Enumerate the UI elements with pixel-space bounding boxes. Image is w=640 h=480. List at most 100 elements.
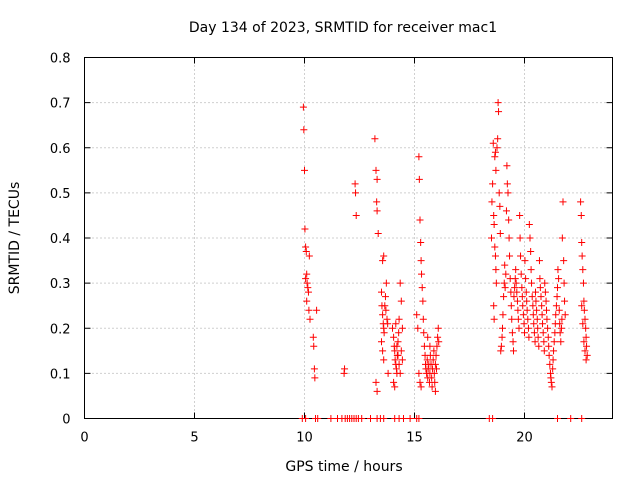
data-point [527, 266, 535, 274]
data-point [540, 338, 548, 346]
data-point [382, 306, 390, 314]
y-tick-label: 0.2 [50, 322, 71, 337]
data-point [373, 198, 381, 206]
data-point [373, 207, 381, 215]
data-point [541, 279, 549, 287]
data-point [553, 293, 561, 301]
data-point [499, 311, 507, 319]
data-point [390, 378, 398, 386]
data-point [517, 270, 525, 278]
data-point [417, 239, 425, 247]
data-point [310, 342, 318, 350]
y-tick-label: 0.1 [50, 367, 71, 382]
x-tick-label: 20 [516, 431, 533, 446]
data-point [567, 415, 575, 422]
data-point [406, 415, 414, 422]
data-point [509, 338, 517, 346]
data-point [492, 279, 500, 287]
grid-lines [84, 57, 613, 419]
data-point [352, 189, 360, 197]
data-point [555, 306, 563, 314]
data-point [379, 311, 387, 319]
data-point [303, 270, 311, 278]
data-point [554, 415, 561, 422]
data-point [525, 333, 533, 341]
x-tick-label: 0 [80, 431, 88, 446]
data-point [581, 315, 589, 323]
data-point [417, 383, 425, 391]
data-point [514, 306, 522, 314]
data-point [560, 257, 568, 265]
data-point [513, 288, 521, 296]
x-tick-label: 10 [296, 431, 313, 446]
axis-ticks: 0 5 10 15 20 0 0.1 0.2 0.3 0.4 0.5 0.6 0.7 0.8 [50, 52, 613, 446]
data-point [530, 320, 538, 328]
data-point [395, 329, 403, 337]
data-point [381, 293, 389, 301]
data-point [581, 347, 589, 355]
data-point [488, 234, 495, 242]
data-point [543, 315, 551, 323]
data-point [392, 320, 400, 328]
y-axis-label: SRMTID / TECUs [7, 182, 23, 295]
data-point [384, 320, 392, 328]
data-point [503, 180, 511, 188]
data-point [518, 293, 526, 301]
data-point [535, 257, 543, 265]
data-point [397, 297, 405, 305]
data-point [544, 324, 552, 332]
data-point [367, 415, 374, 422]
data-point [522, 275, 530, 283]
x-tick-label: 15 [406, 431, 423, 446]
data-point [495, 108, 503, 116]
data-point [379, 347, 387, 355]
data-point [418, 284, 426, 292]
data-point [300, 126, 308, 134]
data-point [391, 347, 399, 355]
data-point [490, 211, 498, 219]
data-point [492, 166, 500, 174]
y-tick-label: 0 [62, 413, 70, 428]
y-tick-label: 0.6 [50, 142, 71, 157]
y-tick-label: 0.4 [50, 232, 71, 247]
data-point [435, 338, 443, 346]
data-point [521, 329, 528, 337]
data-point [523, 306, 531, 314]
data-point [556, 320, 564, 328]
data-point [546, 360, 554, 368]
data-point [429, 356, 437, 364]
data-point [507, 302, 515, 310]
data-point [358, 415, 366, 422]
data-point [508, 329, 516, 337]
data-point [497, 342, 505, 350]
data-point [380, 329, 388, 337]
data-point [352, 211, 360, 219]
data-point [515, 324, 523, 332]
data-point [582, 333, 590, 341]
data-point [558, 234, 566, 242]
y-tick-label: 0.5 [50, 187, 71, 202]
data-point [507, 288, 515, 296]
data-point [305, 252, 313, 260]
data-point [491, 243, 499, 251]
data-point [532, 288, 539, 296]
data-point [418, 270, 426, 278]
data-point [502, 207, 510, 215]
data-point [426, 342, 434, 350]
data-point [309, 333, 317, 341]
data-point [311, 374, 319, 382]
data-point [424, 333, 432, 341]
data-point [423, 356, 431, 364]
data-point [504, 189, 512, 197]
data-point [510, 293, 518, 301]
data-point [554, 266, 562, 274]
data-point [510, 347, 517, 355]
data-point [417, 257, 425, 265]
data-point [541, 288, 549, 296]
data-point [302, 415, 310, 422]
data-point [419, 297, 427, 305]
data-point [372, 378, 380, 386]
data-point [556, 329, 564, 337]
data-point [557, 338, 565, 346]
data-point [520, 320, 528, 328]
